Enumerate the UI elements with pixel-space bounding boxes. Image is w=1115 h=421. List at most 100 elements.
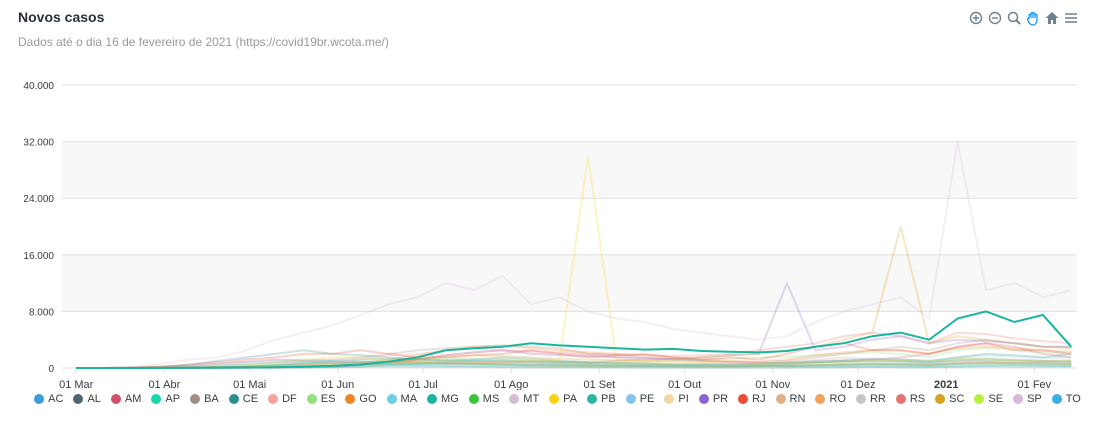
- series-line: [76, 347, 1072, 369]
- legend-marker: [73, 394, 84, 404]
- series-line: [76, 310, 1073, 369]
- legend-item[interactable]: RO: [815, 393, 846, 405]
- series-line: [76, 155, 1072, 369]
- pan-button[interactable]: [1025, 10, 1041, 26]
- legend-item[interactable]: PB: [587, 393, 616, 405]
- legend-label: PA: [563, 393, 578, 405]
- legend-marker: [549, 394, 560, 404]
- legend-item[interactable]: AM: [110, 393, 142, 405]
- legend-label: MA: [400, 393, 418, 405]
- y-tick-label: 8.000: [29, 307, 54, 318]
- legend-marker: [738, 394, 749, 404]
- legend-marker: [468, 394, 479, 404]
- legend-item[interactable]: AC: [34, 393, 63, 405]
- legend-marker: [935, 394, 946, 404]
- legend-label: RS: [909, 393, 926, 405]
- y-tick-label: 40.000: [23, 81, 54, 92]
- legend-label: BA: [204, 393, 219, 405]
- legend-label: SC: [949, 393, 965, 405]
- legend-marker: [1051, 394, 1062, 404]
- x-tick-label: 01 Abr: [148, 379, 180, 390]
- legend-item[interactable]: BA: [190, 393, 219, 405]
- plot-area: 0 8.000 16.000 24.000 32.000 40.000 01 Mar 01 A…: [23, 81, 1077, 390]
- legend-marker: [855, 394, 866, 404]
- x-tick-label: 01 Mai: [233, 379, 266, 390]
- grid-band: [62, 254, 1077, 312]
- grid-band: [62, 141, 1077, 199]
- legend-item[interactable]: RR: [855, 393, 886, 405]
- legend-item[interactable]: TO: [1051, 393, 1081, 405]
- reset-button[interactable]: [1044, 10, 1060, 26]
- x-tick-label: 01 Fev: [1018, 379, 1052, 390]
- legend-label: TO: [1065, 393, 1081, 405]
- legend-item[interactable]: SP: [1013, 393, 1042, 405]
- legend-marker: [1013, 394, 1024, 404]
- legend-marker: [509, 394, 520, 404]
- x-tick-label: 01 Nov: [755, 379, 790, 390]
- y-tick-label: 32.000: [23, 138, 54, 149]
- legend-label: MT: [523, 393, 540, 405]
- legend-item[interactable]: AP: [151, 393, 180, 405]
- x-tick-label: 01 Set: [583, 379, 615, 390]
- legend-item[interactable]: GO: [345, 393, 377, 405]
- legend-label: RO: [829, 393, 846, 405]
- legend-label: PR: [712, 393, 729, 405]
- legend-item[interactable]: MT: [509, 393, 539, 405]
- zoom-in-button[interactable]: [968, 10, 984, 26]
- x-tick-label: 01 Jul: [408, 379, 437, 390]
- legend-marker: [895, 394, 906, 404]
- legend-item[interactable]: PR: [698, 393, 729, 405]
- legend-label: AC: [48, 393, 64, 405]
- x-tick-label: 01 Ago: [494, 379, 528, 390]
- legend-marker: [815, 394, 826, 404]
- legend-marker: [775, 394, 786, 404]
- series-line: [76, 338, 1072, 369]
- legend-item[interactable]: DF: [268, 393, 297, 405]
- legend-item[interactable]: PA: [549, 393, 577, 405]
- y-tick-label: 0: [48, 364, 54, 375]
- legend-marker: [306, 394, 317, 404]
- legend-item[interactable]: RN: [775, 393, 805, 405]
- legend-marker: [190, 394, 201, 404]
- x-tick-label: 2021: [934, 379, 958, 390]
- zoom-out-button[interactable]: [987, 10, 1003, 26]
- series-line: [76, 354, 1072, 369]
- menu-button[interactable]: [1063, 10, 1079, 26]
- legend-marker: [664, 394, 675, 404]
- legend-label: RJ: [752, 393, 766, 405]
- legend-item[interactable]: AL: [73, 393, 101, 405]
- legend-item[interactable]: RS: [895, 393, 926, 405]
- legend-label: DF: [282, 393, 297, 405]
- legend-item[interactable]: MS: [468, 393, 500, 405]
- legend-item[interactable]: ES: [306, 393, 335, 405]
- legend-label: RR: [869, 393, 886, 405]
- legend-label: MG: [441, 393, 459, 405]
- legend-item[interactable]: RJ: [738, 393, 766, 405]
- series-line: [76, 342, 1072, 369]
- legend-marker: [386, 394, 397, 404]
- x-tick-label: 01 Out: [668, 379, 701, 390]
- legend-item[interactable]: PI: [664, 393, 689, 405]
- legend-label: GO: [359, 393, 377, 405]
- legend-item[interactable]: MA: [386, 393, 418, 405]
- legend-item[interactable]: SE: [974, 393, 1003, 405]
- legend-item[interactable]: MG: [427, 393, 459, 405]
- series-line: [76, 360, 1072, 369]
- legend-marker: [228, 394, 239, 404]
- legend-marker: [974, 394, 985, 404]
- legend-item[interactable]: PE: [625, 393, 654, 405]
- legend-item[interactable]: SC: [935, 393, 964, 405]
- legend-marker: [698, 394, 709, 404]
- chart-title: Novos casos: [18, 9, 105, 25]
- legend: AC AL AM AP BA CE DF ES GO MA MG MS MT PA PB PE PI PR RJ RN…: [0, 393, 1115, 405]
- zoom-button[interactable]: [1006, 10, 1022, 26]
- legend-label: SE: [988, 393, 1004, 405]
- legend-marker: [110, 394, 121, 404]
- legend-item[interactable]: CE: [228, 393, 258, 405]
- series-line: [76, 141, 1072, 369]
- legend-label: AM: [124, 393, 142, 405]
- series-line: [76, 342, 1072, 369]
- legend-label: MS: [482, 393, 500, 405]
- series-line: [76, 349, 1072, 369]
